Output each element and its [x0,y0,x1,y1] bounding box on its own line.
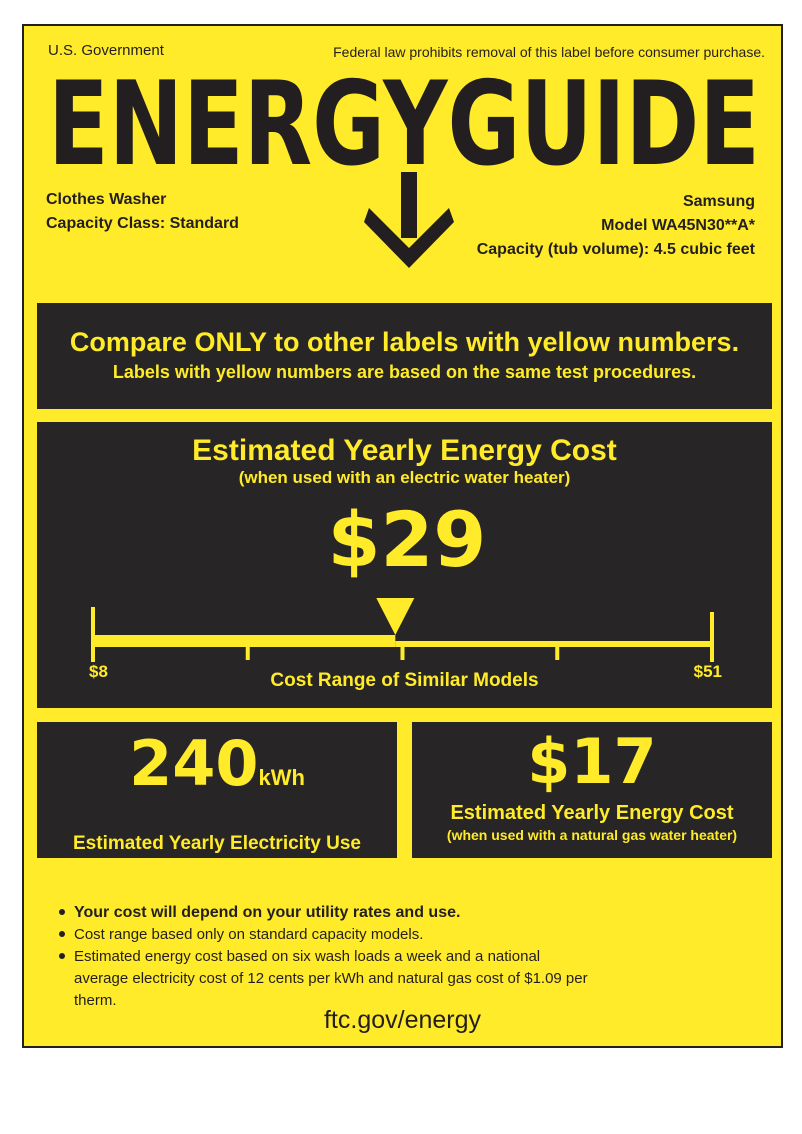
scale-end-tick [91,607,95,662]
gas-caption: Estimated Yearly Energy Cost [450,802,734,824]
scale-tick [245,642,250,660]
gas-cost-value: $17 [527,725,657,798]
scale-bar-filled [93,635,396,647]
note-item: Your cost will depend on your utility ra… [56,902,596,924]
electricity-panel: 240kWh Estimated Yearly Electricity Use [37,722,397,858]
note-item: Cost range based only on standard capaci… [56,924,596,946]
product-info: Clothes Washer Capacity Class: Standard [46,188,239,236]
model-number: Model WA45N30**A* [601,217,755,234]
electricity-value: 240kWh [129,727,305,800]
note-item: Estimated energy cost based on six wash … [56,946,596,1012]
energyguide-logo: ENERGYGUIDE [48,68,760,172]
compare-panel: Compare ONLY to other labels with yellow… [37,303,772,409]
gas-panel: $17 Estimated Yearly Energy Cost (when u… [412,722,772,858]
cost-pointer-icon [376,598,415,635]
government-text: U.S. Government [48,42,164,59]
cost-subtitle: (when used with an electric water heater… [238,468,571,487]
capacity-class: Capacity Class: Standard [46,215,239,232]
scale-tick [400,642,405,660]
notes-list: Your cost will depend on your utility ra… [56,902,596,1012]
removal-notice: Federal law prohibits removal of this la… [333,44,765,60]
scale-tick [555,642,560,660]
arrow-down-icon [364,172,454,268]
cost-title: Estimated Yearly Energy Cost [192,434,617,467]
cost-value: $29 [327,495,487,584]
electricity-caption: Estimated Yearly Electricity Use [73,833,361,854]
brand: Samsung [682,193,755,210]
electricity-unit: kWh [258,765,305,790]
ftc-link[interactable]: ftc.gov/energy [323,1006,482,1034]
model-info: Samsung Model WA45N30**A* Capacity (tub … [477,190,755,262]
cost-range-scale [91,598,714,662]
gas-subcaption: (when used with a natural gas water heat… [446,827,738,843]
energyguide-label: U.S. Government Federal law prohibits re… [22,24,783,1048]
scale-end-tick [710,612,714,662]
scale-bar-line [395,641,712,647]
capacity: Capacity (tub volume): 4.5 cubic feet [476,241,755,258]
compare-subheading: Labels with yellow numbers are based on … [112,362,697,382]
cost-panel: Estimated Yearly Energy Cost (when used … [37,422,772,708]
compare-heading: Compare ONLY to other labels with yellow… [69,327,740,357]
range-min-label: $8 [89,662,108,681]
logo-text: ENERGYGUIDE [48,68,760,172]
range-max-label: $51 [693,662,722,681]
range-caption: Cost Range of Similar Models [270,670,539,691]
product-type: Clothes Washer [46,191,167,208]
